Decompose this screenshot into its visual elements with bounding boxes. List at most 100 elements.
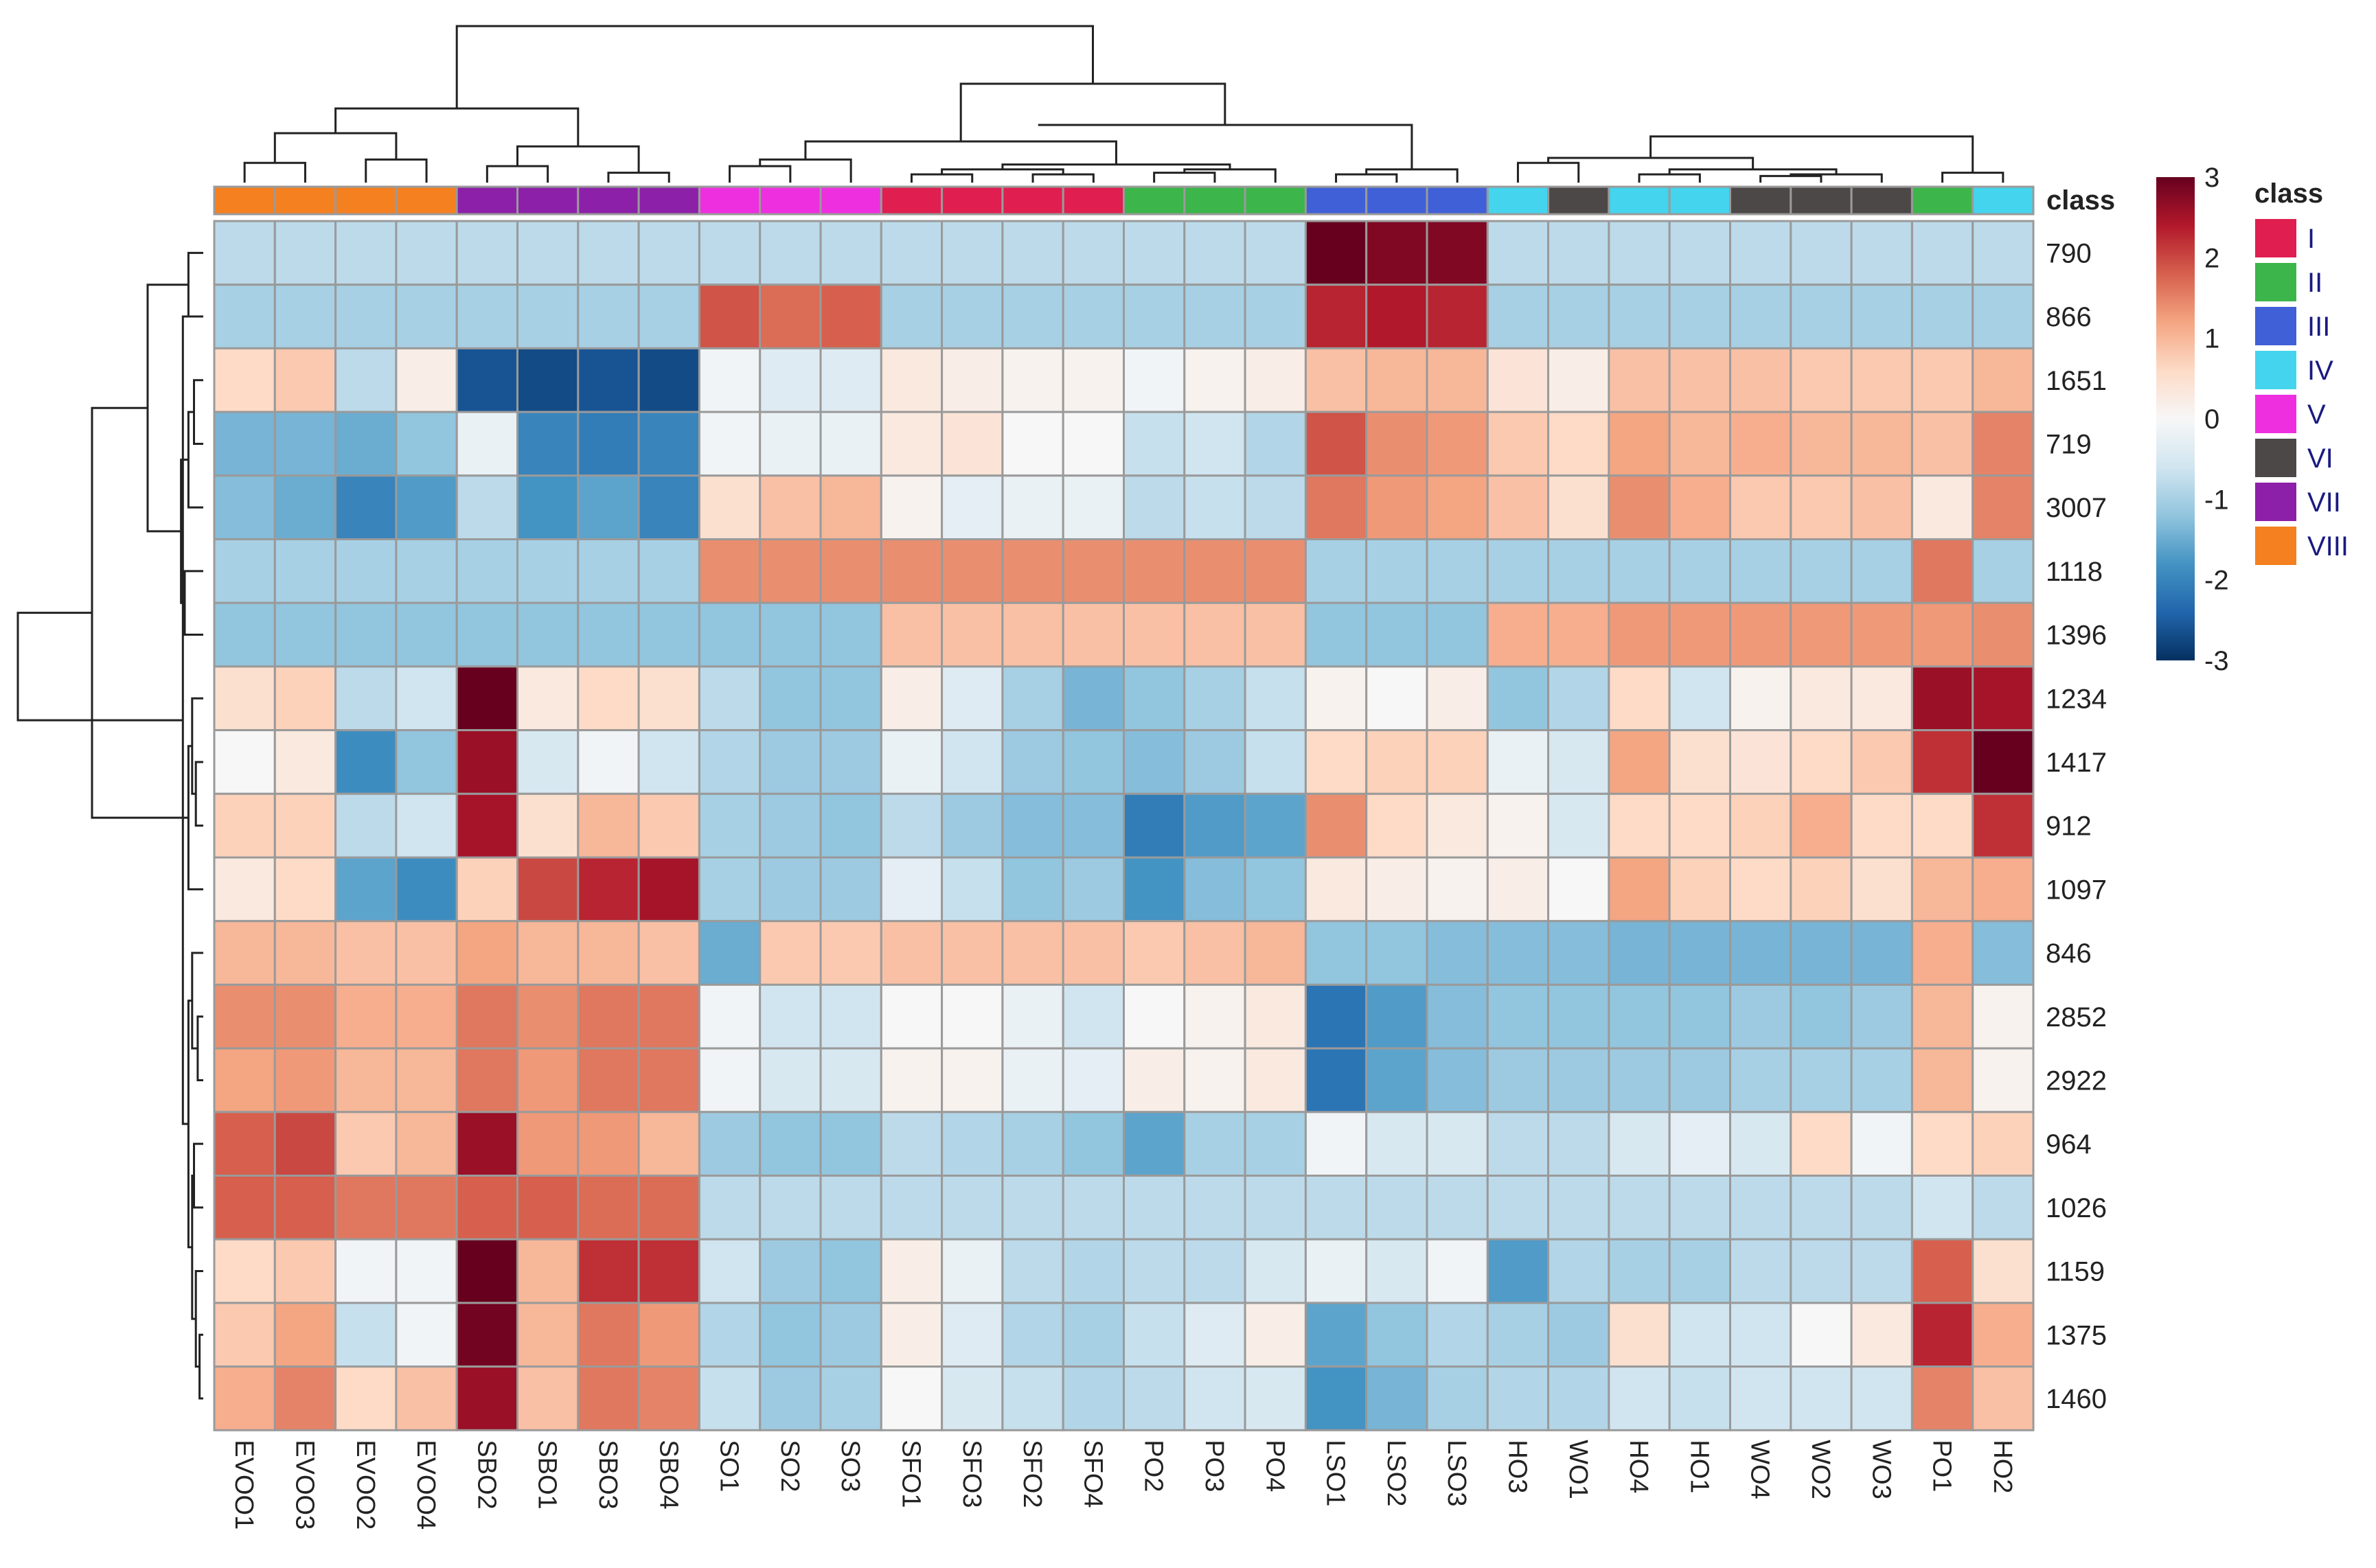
heatmap-cell bbox=[1062, 729, 1125, 795]
legend-label: VI bbox=[2307, 443, 2333, 474]
heatmap-cell bbox=[1123, 538, 1186, 604]
heatmap-cell bbox=[1547, 1365, 1610, 1431]
heatmap-cell bbox=[1183, 474, 1246, 540]
heatmap-cell bbox=[213, 729, 276, 795]
heatmap-cell bbox=[1547, 347, 1610, 413]
heatmap-cell bbox=[1123, 1238, 1186, 1304]
heatmap-cell bbox=[819, 1302, 882, 1368]
heatmap-cell bbox=[395, 1365, 458, 1431]
heatmap-cell bbox=[1972, 920, 2035, 986]
heatmap-cell bbox=[395, 474, 458, 540]
row-label: 866 bbox=[2046, 302, 2092, 332]
heatmap-cell bbox=[577, 792, 640, 859]
heatmap-cell bbox=[637, 1175, 700, 1241]
heatmap-cell bbox=[273, 1302, 337, 1368]
heatmap-cell bbox=[1790, 411, 1853, 477]
heatmap-cell bbox=[1910, 920, 1974, 986]
colorbar-tick-label: -1 bbox=[2204, 485, 2229, 515]
row-label: 912 bbox=[2046, 811, 2092, 842]
heatmap-cell bbox=[1729, 220, 1792, 286]
heatmap-cell bbox=[1608, 1302, 1671, 1368]
heatmap-cell bbox=[1850, 1238, 1913, 1304]
heatmap-cell bbox=[1729, 538, 1792, 604]
heatmap-cell bbox=[1244, 665, 1307, 732]
heatmap-cell bbox=[455, 1111, 519, 1177]
legend-swatch bbox=[2254, 437, 2298, 479]
column-label: SBO2 bbox=[472, 1440, 501, 1509]
heatmap-cell bbox=[941, 665, 1004, 732]
heatmap-cell bbox=[1910, 665, 1974, 732]
heatmap-cell bbox=[516, 220, 580, 286]
heatmap-cell bbox=[1426, 792, 1489, 859]
heatmap-cell bbox=[213, 1365, 276, 1431]
heatmap-cell bbox=[577, 729, 640, 795]
heatmap-cell bbox=[880, 347, 944, 413]
heatmap-cell bbox=[1001, 792, 1064, 859]
heatmap-cell bbox=[1123, 1047, 1186, 1114]
heatmap-cell bbox=[1729, 284, 1792, 349]
legend-swatch bbox=[2254, 393, 2298, 435]
heatmap-cell bbox=[1304, 920, 1368, 986]
heatmap-cell bbox=[819, 1111, 882, 1177]
heatmap-cell bbox=[1729, 601, 1792, 668]
heatmap-cell bbox=[880, 1365, 944, 1431]
heatmap-cell bbox=[1062, 920, 1125, 986]
heatmap-cell bbox=[1304, 347, 1368, 413]
heatmap-cell bbox=[819, 1175, 882, 1241]
heatmap-cell bbox=[1486, 347, 1550, 413]
heatmap-cell bbox=[455, 1047, 519, 1114]
heatmap-cell bbox=[1608, 729, 1671, 795]
heatmap-cell bbox=[334, 347, 398, 413]
heatmap-cell bbox=[1244, 220, 1307, 286]
heatmap-cell bbox=[455, 538, 519, 604]
column-dendrogram-branch bbox=[959, 82, 1226, 141]
heatmap-cell bbox=[759, 856, 822, 923]
heatmap-cell bbox=[1365, 665, 1428, 732]
column-label: SFO3 bbox=[957, 1440, 986, 1508]
column-label: SBO3 bbox=[593, 1440, 622, 1509]
heatmap-cell bbox=[759, 347, 822, 413]
column-label: SO3 bbox=[836, 1440, 865, 1492]
heatmap-cell bbox=[334, 792, 398, 859]
heatmap-cell bbox=[1668, 1365, 1731, 1431]
heatmap-cell bbox=[273, 1238, 337, 1304]
row-label: 846 bbox=[2046, 938, 2092, 969]
colorbar-tick-label: -2 bbox=[2204, 566, 2229, 596]
heatmap-cell bbox=[1183, 1365, 1246, 1431]
heatmap-cell bbox=[698, 729, 762, 795]
heatmap-cell bbox=[1123, 347, 1186, 413]
heatmap-cell bbox=[1244, 411, 1307, 477]
heatmap-cell bbox=[941, 1175, 1004, 1241]
heatmap-cell bbox=[637, 729, 700, 795]
heatmap-cell bbox=[1244, 284, 1307, 349]
column-label: SO1 bbox=[715, 1440, 744, 1492]
heatmap-cell bbox=[213, 1047, 276, 1114]
heatmap-cell bbox=[1972, 411, 2035, 477]
column-dendrogram-branch bbox=[910, 173, 974, 183]
heatmap-cell bbox=[1547, 538, 1610, 604]
heatmap-cell bbox=[334, 856, 398, 923]
heatmap-cell bbox=[1547, 601, 1610, 668]
heatmap-cell bbox=[759, 920, 822, 986]
heatmap-cell bbox=[1183, 792, 1246, 859]
heatmap-cell bbox=[698, 792, 762, 859]
heatmap-cell bbox=[1850, 1365, 1913, 1431]
heatmap-cell bbox=[213, 220, 276, 286]
heatmap-cell bbox=[1062, 601, 1125, 668]
class-annotation-cell bbox=[213, 185, 276, 216]
heatmap-cell bbox=[213, 538, 276, 604]
heatmap-cell bbox=[1850, 665, 1913, 732]
heatmap-cell bbox=[577, 1238, 640, 1304]
heatmap-cell bbox=[334, 1238, 398, 1304]
heatmap-cell bbox=[1062, 220, 1125, 286]
heatmap-cell bbox=[213, 284, 276, 349]
heatmap-cell bbox=[1910, 1238, 1974, 1304]
heatmap-cell bbox=[698, 1302, 762, 1368]
column-dendrogram-branch bbox=[1183, 168, 1277, 183]
heatmap-cell bbox=[637, 1111, 700, 1177]
heatmap-cell bbox=[941, 1111, 1004, 1177]
heatmap-cell bbox=[1062, 284, 1125, 349]
column-dendrogram-branch bbox=[1153, 172, 1216, 183]
column-label: LSO3 bbox=[1442, 1440, 1471, 1506]
heatmap-cell bbox=[1668, 983, 1731, 1050]
